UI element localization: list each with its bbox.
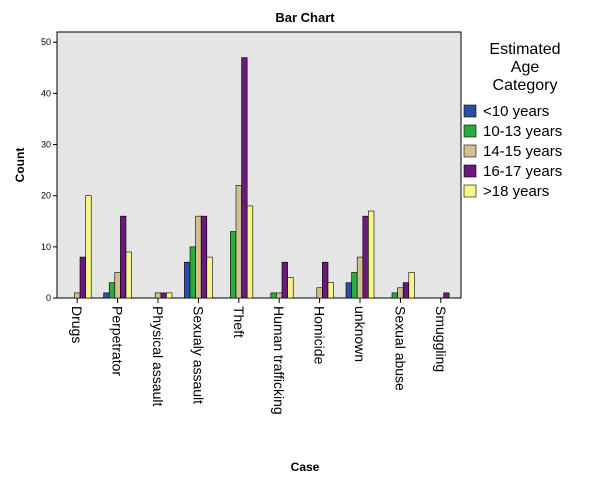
legend-swatch — [463, 184, 477, 198]
bar — [114, 272, 121, 299]
bar — [443, 292, 450, 299]
bar — [108, 282, 116, 299]
bar — [246, 205, 254, 299]
bar — [408, 272, 415, 299]
bar — [166, 292, 173, 299]
bar — [79, 256, 86, 299]
bar — [391, 292, 398, 299]
legend-title-line-3: Category — [493, 77, 558, 94]
bar — [276, 292, 283, 299]
legend-item-label: 10-13 years — [483, 123, 562, 140]
bar — [235, 185, 242, 299]
x-axis-label: Case — [291, 460, 320, 474]
bar — [85, 195, 92, 299]
x-tick-label: Drugs — [69, 306, 85, 343]
bar — [200, 215, 208, 299]
plot-area — [56, 31, 462, 299]
bar — [230, 231, 237, 299]
bar — [351, 272, 358, 299]
legend-title-line-1: Estimated — [489, 41, 560, 58]
legend: Estimated Age Category <10 years 10-13 ye… — [463, 41, 562, 200]
bar — [241, 57, 248, 299]
x-tick-label: Sexualy assault — [190, 306, 206, 404]
bar — [74, 292, 81, 299]
x-tick-label: unknown — [352, 306, 368, 362]
bars-group — [74, 57, 450, 299]
y-tick-label: 30 — [41, 140, 51, 150]
y-axis: 0 10 20 30 40 50 — [41, 37, 57, 303]
bar — [189, 246, 196, 299]
bar — [322, 261, 329, 299]
y-axis-label: Count — [13, 148, 27, 183]
bar — [397, 287, 404, 299]
y-tick-label: 50 — [41, 37, 51, 47]
legend-item-label: 14-15 years — [483, 143, 562, 160]
y-tick-label: 40 — [41, 88, 51, 98]
bar — [160, 292, 167, 299]
bar — [368, 210, 375, 299]
x-tick-label: Homicide — [312, 306, 328, 365]
bar — [356, 256, 364, 299]
bar — [206, 256, 213, 299]
bar — [362, 215, 369, 299]
bar — [184, 261, 191, 299]
bar — [287, 277, 294, 299]
x-tick-label: Human trafficking — [271, 306, 287, 415]
x-tick-label: Sexual abuse — [392, 306, 408, 391]
x-tick-label: Theft — [231, 306, 247, 338]
y-tick-label: 0 — [46, 293, 51, 303]
bar — [402, 282, 410, 299]
legend-item-label: <10 years — [483, 103, 549, 120]
legend-title-line-2: Age — [511, 59, 540, 76]
legend-swatch — [463, 144, 477, 158]
y-tick-label: 20 — [41, 191, 51, 201]
legend-swatch — [463, 124, 477, 138]
y-tick-label: 10 — [41, 242, 51, 252]
chart-title: Bar Chart — [275, 10, 335, 25]
x-axis: Drugs Perpetrator Physical assault Sexualy … — [69, 298, 449, 415]
x-tick-label: Perpetrator — [110, 306, 126, 376]
legend-swatch — [463, 104, 477, 118]
bar — [270, 292, 277, 299]
bar — [316, 287, 323, 299]
bar — [120, 215, 127, 299]
bar — [195, 215, 202, 299]
bar — [103, 292, 110, 299]
x-tick-label: Physical assault — [150, 306, 166, 406]
bar — [327, 282, 334, 299]
bar — [125, 251, 132, 299]
bar — [281, 261, 288, 299]
legend-item-label: 16-17 years — [483, 163, 562, 180]
x-tick-label: Smuggling — [433, 306, 449, 372]
legend-item-label: >18 years — [483, 183, 549, 200]
bar — [154, 292, 162, 299]
legend-swatch — [463, 164, 477, 178]
bar — [345, 282, 352, 299]
